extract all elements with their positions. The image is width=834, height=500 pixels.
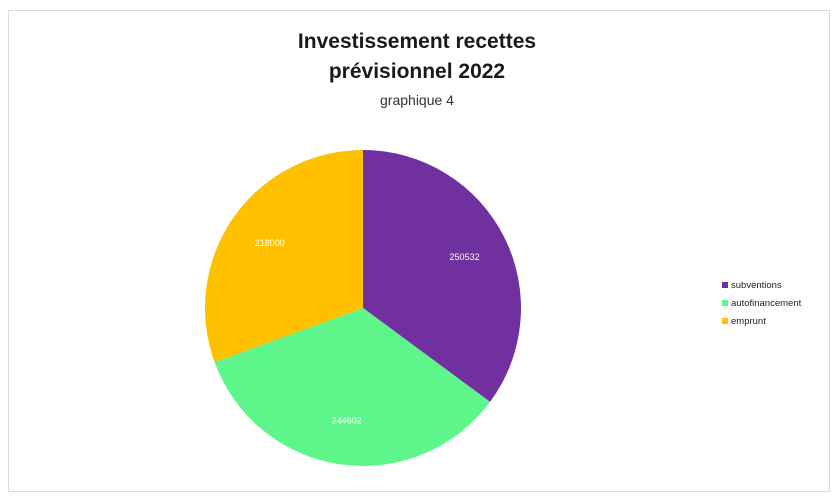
pie-slice-autofinancement xyxy=(214,308,491,466)
legend-label-emprunt: emprunt xyxy=(731,315,766,327)
data-label-subventions: 250532 xyxy=(450,252,480,262)
legend-swatch-subventions xyxy=(722,282,728,288)
legend-label-autofinancement: autofinancement xyxy=(731,297,802,309)
legend-item-autofinancement: autofinancement xyxy=(722,294,801,312)
data-label-emprunt: 218000 xyxy=(255,238,285,248)
legend-item-subventions: subventions xyxy=(722,276,801,294)
legend-label-subventions: subventions xyxy=(731,279,782,291)
data-label-autofinancement: 244602 xyxy=(332,416,362,426)
legend-swatch-emprunt xyxy=(722,318,728,324)
legend-item-emprunt: emprunt xyxy=(722,312,801,330)
pie-slice-subventions xyxy=(363,150,521,402)
chart-title-line2: prévisionnel 2022 xyxy=(328,60,506,83)
legend-swatch-autofinancement xyxy=(722,300,728,306)
chart-subtitle: graphique 4 xyxy=(380,92,454,108)
chart-title-line1: Investissement recettes xyxy=(297,30,537,53)
chart-legend: subventions autofinancement emprunt xyxy=(722,276,801,330)
pie-slice-emprunt xyxy=(204,150,363,363)
